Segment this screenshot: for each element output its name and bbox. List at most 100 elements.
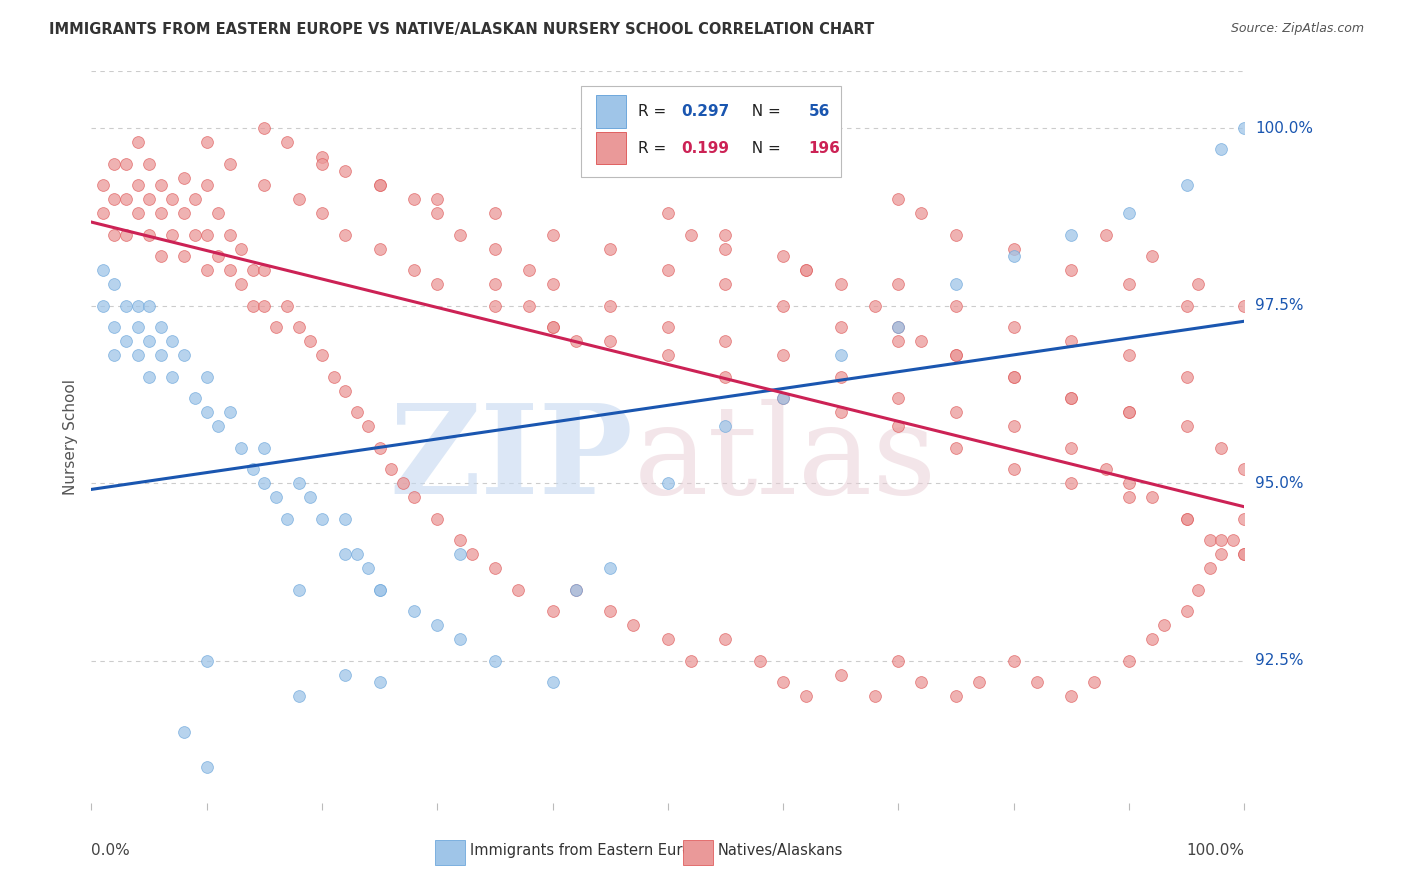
- Point: [484, 654, 506, 668]
- Point: [772, 249, 794, 263]
- Point: [404, 604, 426, 618]
- Point: [103, 192, 125, 206]
- Point: [184, 227, 207, 242]
- Point: [679, 227, 702, 242]
- Point: [541, 320, 564, 334]
- Point: [404, 491, 426, 505]
- Point: [1140, 632, 1163, 647]
- Point: [253, 299, 276, 313]
- Point: [714, 277, 737, 292]
- Point: [945, 227, 967, 242]
- Point: [945, 690, 967, 704]
- Point: [541, 320, 564, 334]
- Point: [426, 192, 449, 206]
- Point: [231, 242, 253, 256]
- Point: [311, 150, 333, 164]
- Point: [541, 675, 564, 690]
- Point: [1060, 391, 1083, 405]
- Point: [115, 192, 138, 206]
- Point: [207, 206, 229, 220]
- Point: [772, 391, 794, 405]
- Point: [253, 121, 276, 136]
- Point: [945, 441, 967, 455]
- Point: [195, 178, 218, 192]
- Text: 0.297: 0.297: [682, 104, 730, 120]
- Point: [333, 384, 356, 398]
- Point: [218, 405, 240, 419]
- Point: [830, 405, 852, 419]
- Text: R =: R =: [638, 141, 671, 156]
- Point: [333, 227, 356, 242]
- Point: [311, 206, 333, 220]
- Point: [1140, 249, 1163, 263]
- Point: [1002, 242, 1025, 256]
- Point: [1002, 369, 1025, 384]
- Point: [127, 320, 149, 334]
- Point: [1175, 512, 1198, 526]
- Point: [1060, 263, 1083, 277]
- Point: [945, 299, 967, 313]
- Point: [127, 206, 149, 220]
- Point: [1198, 533, 1220, 547]
- Point: [299, 334, 322, 349]
- Point: [714, 369, 737, 384]
- Point: [484, 299, 506, 313]
- Point: [657, 320, 679, 334]
- Point: [1118, 206, 1140, 220]
- FancyBboxPatch shape: [683, 840, 713, 865]
- Point: [794, 690, 817, 704]
- Point: [242, 263, 264, 277]
- Point: [299, 491, 322, 505]
- Point: [184, 192, 207, 206]
- Point: [1175, 604, 1198, 618]
- Point: [368, 675, 391, 690]
- FancyBboxPatch shape: [596, 132, 626, 164]
- Point: [103, 277, 125, 292]
- Point: [910, 675, 932, 690]
- Point: [1060, 227, 1083, 242]
- Point: [714, 419, 737, 434]
- Point: [368, 242, 391, 256]
- Text: IMMIGRANTS FROM EASTERN EUROPE VS NATIVE/ALASKAN NURSERY SCHOOL CORRELATION CHAR: IMMIGRANTS FROM EASTERN EUROPE VS NATIVE…: [49, 22, 875, 37]
- Point: [242, 462, 264, 476]
- Point: [541, 227, 564, 242]
- Point: [519, 299, 541, 313]
- Point: [311, 348, 333, 362]
- Point: [887, 419, 910, 434]
- Point: [519, 263, 541, 277]
- Point: [1233, 121, 1256, 136]
- Point: [404, 263, 426, 277]
- Point: [449, 533, 471, 547]
- Point: [657, 348, 679, 362]
- Text: 56: 56: [808, 104, 830, 120]
- Point: [887, 391, 910, 405]
- Point: [264, 491, 287, 505]
- Point: [242, 299, 264, 313]
- Point: [1060, 334, 1083, 349]
- Point: [449, 547, 471, 561]
- Point: [1095, 462, 1118, 476]
- Point: [1211, 533, 1233, 547]
- Point: [253, 263, 276, 277]
- Point: [1153, 618, 1175, 632]
- Text: 0.0%: 0.0%: [91, 843, 131, 858]
- Point: [311, 156, 333, 170]
- Point: [794, 263, 817, 277]
- Point: [1233, 299, 1256, 313]
- Point: [253, 476, 276, 491]
- Point: [506, 582, 529, 597]
- Point: [391, 476, 413, 491]
- Text: 196: 196: [808, 141, 841, 156]
- Point: [1187, 277, 1209, 292]
- Point: [426, 277, 449, 292]
- Point: [253, 441, 276, 455]
- Point: [333, 512, 356, 526]
- Point: [887, 320, 910, 334]
- Point: [772, 391, 794, 405]
- Point: [1198, 561, 1220, 575]
- Text: 100.0%: 100.0%: [1187, 843, 1244, 858]
- Point: [231, 277, 253, 292]
- Text: Source: ZipAtlas.com: Source: ZipAtlas.com: [1230, 22, 1364, 36]
- Text: Immigrants from Eastern Europe: Immigrants from Eastern Europe: [470, 843, 709, 858]
- Point: [426, 206, 449, 220]
